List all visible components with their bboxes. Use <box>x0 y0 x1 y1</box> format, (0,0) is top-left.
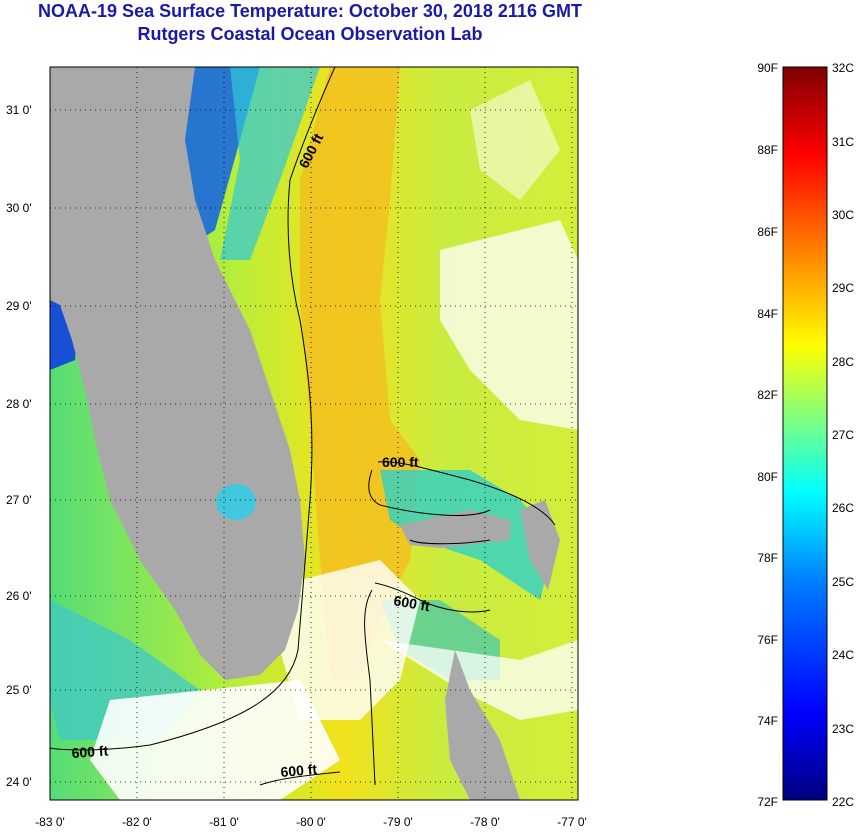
map-frame <box>49 66 579 801</box>
colorbar-c-label: 22C <box>832 795 854 809</box>
colorbar-gradient <box>782 66 828 801</box>
colorbar-c-label: 23C <box>832 722 854 736</box>
contour-label: 600 ft <box>382 454 419 470</box>
colorbar-f-label: 82F <box>757 388 778 402</box>
andros-island <box>400 510 510 548</box>
lat-tick-label: 29 0' <box>6 299 32 313</box>
bahamas-southern-land <box>445 650 520 800</box>
colorbar-f-label: 74F <box>757 714 778 728</box>
lon-tick-label: -83 0' <box>35 815 65 829</box>
colorbar-c-label: 28C <box>832 355 854 369</box>
colorbar-celsius-labels: 32C 31C 30C 29C 28C 27C 26C 25C 24C 23C … <box>832 61 854 809</box>
lat-tick-label: 26 0' <box>6 589 32 603</box>
colorbar-f-label: 88F <box>757 143 778 157</box>
colorbar-c-label: 26C <box>832 501 854 515</box>
map-title: NOAA-19 Sea Surface Temperature: October… <box>38 1 582 21</box>
colorbar-f-label: 78F <box>757 551 778 565</box>
lake-okeechobee <box>216 484 256 520</box>
eleuthera-island <box>520 500 560 590</box>
longitude-axis: -83 0' -82 0' -81 0' -80 0' -79 0' -78 0… <box>35 815 587 829</box>
colorbar-fahrenheit-labels: 90F 88F 86F 84F 82F 80F 78F 76F 74F 72F <box>757 61 778 809</box>
colorbar-c-label: 32C <box>832 61 854 75</box>
colorbar-c-label: 31C <box>832 135 854 149</box>
lat-tick-label: 28 0' <box>6 397 32 411</box>
lon-tick-label: -80 0' <box>296 815 326 829</box>
florida-land <box>50 67 305 680</box>
contour-label: 600 ft <box>71 742 109 761</box>
lat-tick-label: 25 0' <box>6 683 32 697</box>
graticule <box>49 67 578 800</box>
cloud-mask <box>90 80 578 800</box>
lon-tick-label: -78 0' <box>470 815 500 829</box>
colorbar-c-label: 25C <box>832 575 854 589</box>
colorbar-c-label: 29C <box>832 281 854 295</box>
lat-tick-label: 30 0' <box>6 201 32 215</box>
lon-tick-label: -82 0' <box>122 815 152 829</box>
lat-tick-label: 24 0' <box>6 775 32 789</box>
colorbar-c-label: 30C <box>832 208 854 222</box>
contour-label: 600 ft <box>392 592 431 614</box>
colorbar: 90F 88F 86F 84F 82F 80F 78F 76F 74F 72F … <box>757 61 854 809</box>
colorbar-f-label: 80F <box>757 470 778 484</box>
map-subtitle: Rutgers Coastal Ocean Observation Lab <box>137 24 483 44</box>
lat-tick-label: 31 0' <box>6 103 32 117</box>
colorbar-f-label: 90F <box>757 61 778 75</box>
colorbar-c-label: 27C <box>832 428 854 442</box>
colorbar-f-label: 72F <box>757 795 778 809</box>
lat-tick-label: 27 0' <box>6 493 32 507</box>
lon-tick-label: -77 0' <box>557 815 587 829</box>
colorbar-f-label: 76F <box>757 633 778 647</box>
lon-tick-label: -79 0' <box>383 815 413 829</box>
gulf-stream-warm-band <box>300 67 420 680</box>
contour-label: 600 ft <box>280 761 318 780</box>
latitude-axis: 31 0' 30 0' 29 0' 28 0' 27 0' 26 0' 25 0… <box>6 103 32 789</box>
sst-image: 600 ft 600 ft 600 ft 600 ft 600 ft <box>50 67 578 800</box>
colorbar-c-label: 24C <box>832 648 854 662</box>
colorbar-f-label: 84F <box>757 307 778 321</box>
lon-tick-label: -81 0' <box>209 815 239 829</box>
colorbar-f-label: 86F <box>757 225 778 239</box>
cool-shelf-water <box>220 67 320 260</box>
